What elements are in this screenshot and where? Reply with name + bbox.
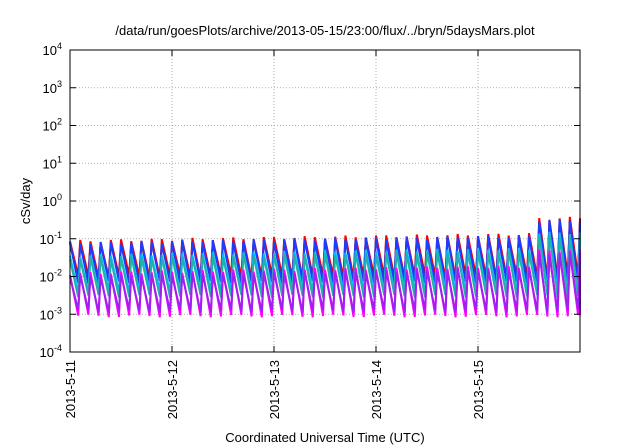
grid-lines (70, 50, 580, 352)
y-tick-label: 101 (43, 154, 62, 171)
x-tick-label: 2013-5-11 (63, 360, 78, 418)
data-series-group (69, 216, 581, 318)
y-tick-label: 10-4 (40, 343, 62, 360)
y-tick-label: 102 (43, 117, 62, 134)
x-tick-label: 2013-5-12 (165, 360, 180, 419)
y-tick-label: 10-2 (40, 268, 62, 285)
y-tick-label: 10-3 (40, 305, 62, 322)
y-tick-label: 103 (43, 79, 62, 96)
x-tick-label: 2013-5-13 (267, 360, 282, 419)
x-axis-ticks: 2013-5-11 2013-5-12 2013-5-13 2013-5-14 2013… (63, 50, 486, 419)
x-tick-label: 2013-5-14 (369, 360, 384, 419)
data-series-line (69, 233, 581, 298)
y-axis-label: cSv/day (18, 177, 33, 224)
x-tick-label: 2013-5-15 (471, 360, 486, 419)
y-tick-label: 10-1 (40, 230, 62, 247)
x-axis-label: Coordinated Universal Time (UTC) (225, 430, 424, 445)
y-tick-label: 104 (43, 41, 62, 58)
y-tick-label: 100 (43, 192, 62, 209)
data-series-line (69, 251, 581, 313)
data-series-line (69, 219, 581, 284)
chart-title: /data/run/goesPlots/archive/2013-05-15/2… (115, 23, 535, 38)
y-axis-ticks: 10-4 10-3 10-2 10-1 100 101 102 103 104 (40, 41, 580, 360)
